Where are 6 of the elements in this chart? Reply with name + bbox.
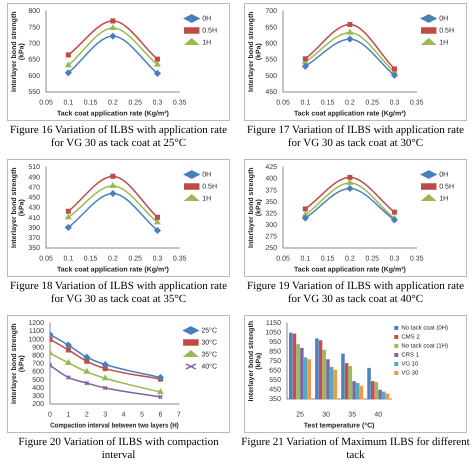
text: Figure 21 Variation of Maximum ILBS for different tack [241, 436, 470, 462]
text: Figure 17 Variation of ILBS with application rate for VG 30 as tack coat at 30°C [246, 124, 465, 150]
text: Figure 18 Variation of ILBS with application rate for VG 30 as tack coat at 35°C [8, 280, 228, 306]
text: Figure 20 Variation of ILBS with compaction interval [17, 436, 220, 462]
text: Figure 19 Variation of ILBS with application rate for VG 30 as tack coat at 40°C [246, 280, 465, 306]
text: Figure 16 Variation of ILBS with application rate for VG 30 as tack coat at 25°C [8, 124, 228, 150]
